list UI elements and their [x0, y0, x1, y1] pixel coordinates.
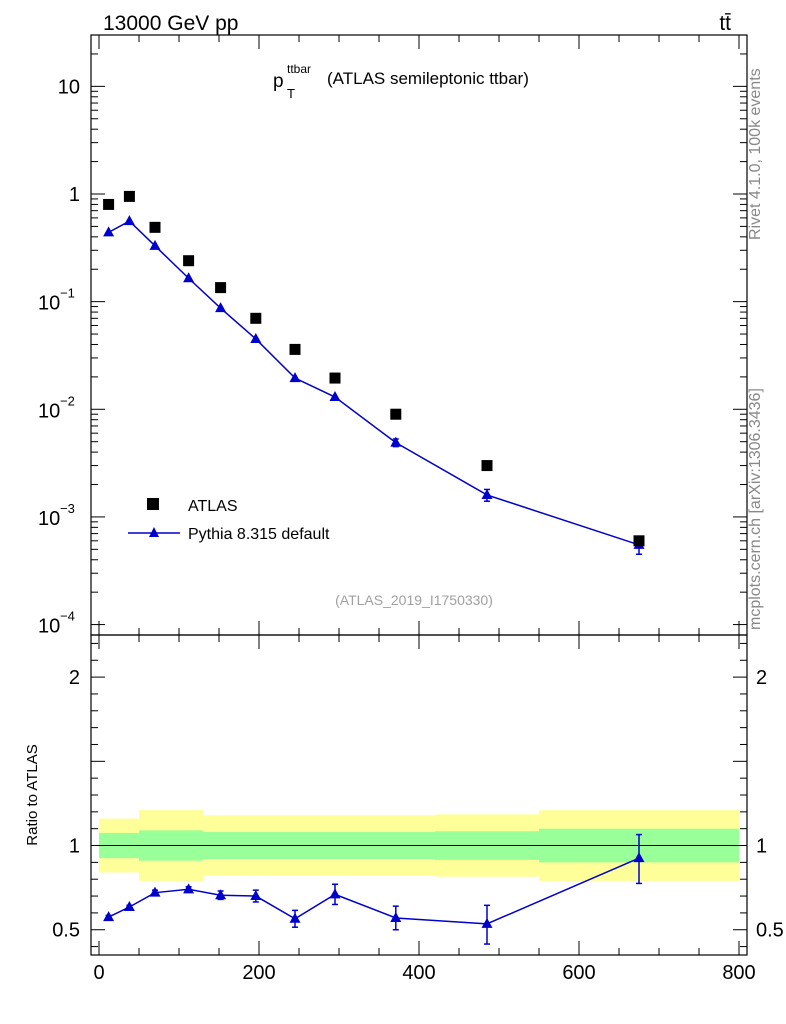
mcplots-label: mcplots.cern.ch [arXiv:1306.3436]: [747, 388, 764, 630]
plot-title: p ttbar T (ATLAS semileptonic ttbar): [273, 62, 529, 101]
mc-point: [481, 488, 493, 499]
title-superscript: ttbar: [287, 62, 311, 76]
y-tick-label-exponent: −1: [60, 286, 75, 301]
x-tick-label: 400: [402, 962, 435, 984]
analysis-id: (ATLAS_2019_I1750330): [335, 592, 493, 608]
data-point: [633, 535, 645, 547]
mc-point: [149, 239, 161, 250]
data-point: [481, 460, 493, 472]
mc-point: [289, 372, 301, 383]
legend: ATLAS Pythia 8.315 default: [128, 498, 330, 543]
ratio-point: [390, 911, 402, 922]
ratio-point: [633, 852, 645, 863]
data-point: [289, 343, 301, 355]
title-variable: p: [273, 71, 284, 92]
ratio-point: [329, 888, 341, 899]
ratio-y-tick-label: 0.5: [52, 920, 80, 942]
y-tick-label-exponent: −3: [60, 501, 75, 516]
y-tick-label-base: 10: [38, 400, 60, 422]
process-label: tt̄: [719, 12, 731, 35]
beam-label: 13000 GeV pp: [103, 12, 238, 35]
y-tick-label-exponent: −4: [60, 609, 75, 624]
ratio-point: [250, 890, 262, 901]
data-point: [149, 221, 161, 233]
x-tick-label: 600: [562, 962, 595, 984]
ratio-point: [215, 889, 227, 900]
x-tick-label: 200: [242, 962, 275, 984]
rivet-label: Rivet 4.1.0, 100k events: [747, 68, 764, 240]
x-tick-label: 0: [93, 962, 104, 984]
ratio-y-tick-label: 1: [69, 836, 80, 858]
title-subscript: T: [287, 86, 295, 101]
ratio-point: [289, 912, 301, 923]
data-point: [123, 190, 135, 202]
ratio-point: [123, 901, 135, 911]
legend-data-label: ATLAS: [188, 498, 238, 515]
ratio-point: [103, 911, 115, 922]
y-tick-label: 10 −1: [38, 286, 75, 315]
ratio-point: [481, 917, 493, 928]
ratio-frame: [90, 634, 748, 956]
y-tick-label: 10 −3: [38, 501, 75, 530]
title-suffix: (ATLAS semileptonic ttbar): [327, 69, 529, 88]
mc-point: [390, 436, 402, 447]
data-point: [329, 372, 341, 384]
y-tick-label: 1: [69, 184, 80, 206]
y-tick-label-base: 10: [38, 616, 60, 638]
mc-point: [103, 226, 115, 237]
data-point: [250, 312, 262, 324]
ratio-y-tick-label-right: 0.5: [756, 920, 784, 942]
ratio-y-tick-label-right: 2: [756, 667, 767, 689]
ratio-y-tick-label: 2: [69, 667, 80, 689]
y-tick-label-exponent: −2: [60, 393, 75, 408]
y-tick-label-base: 10: [38, 293, 60, 315]
y-tick-label: 10 −2: [38, 393, 75, 422]
x-tick-label: 800: [722, 962, 755, 984]
data-point: [103, 198, 115, 210]
ratio-point: [183, 883, 195, 894]
legend-mc-marker: [149, 527, 159, 537]
ratio-point: [149, 886, 161, 897]
y-tick-label-base: 10: [38, 508, 60, 530]
legend-mc-label: Pythia 8.315 default: [188, 526, 330, 543]
ratio-y-tick-label-right: 1: [756, 836, 767, 858]
legend-data-marker: [147, 498, 159, 510]
mc-point: [329, 391, 341, 402]
mc-line: [108, 220, 640, 546]
mc-point: [250, 332, 262, 343]
mc-point: [183, 272, 195, 283]
mc-point: [215, 302, 227, 313]
data-point: [183, 255, 195, 267]
data-point: [215, 282, 227, 294]
ratio-y-label: Ratio to ATLAS: [24, 744, 41, 845]
main-frame: [90, 34, 748, 636]
data-point: [390, 408, 402, 420]
y-tick-label: 10 −4: [38, 609, 75, 638]
mc-point: [123, 215, 135, 226]
y-tick-label: 10: [58, 76, 80, 98]
